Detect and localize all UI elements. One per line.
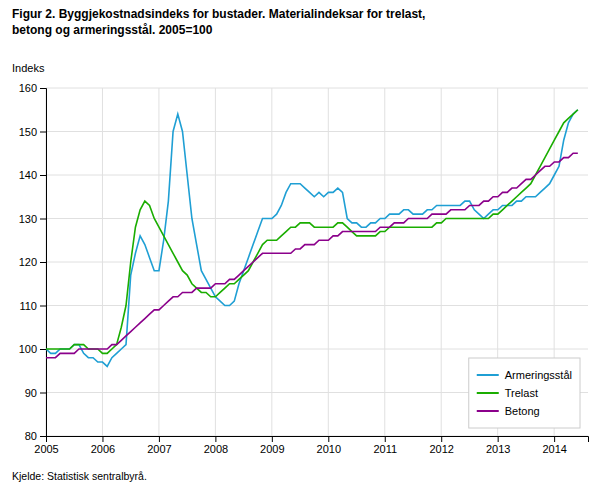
x-tick-mark [498,436,499,442]
y-tick: 110 [19,300,46,312]
y-tick: 150 [19,126,46,138]
x-grid-line [441,88,442,436]
subtitle: betong og armeringsstål. 2005=100 [12,23,213,37]
y-tick-mark [40,349,46,350]
y-grid-line [46,305,588,306]
legend-swatch [477,392,499,394]
y-grid-line [46,262,588,263]
x-tick-label: 2009 [260,443,284,455]
x-tick-label: 2010 [317,443,341,455]
y-tick: 80 [25,430,46,442]
x-tick-mark [272,436,273,442]
x-grid-line [384,88,385,436]
x-tick-label: 2014 [542,443,566,455]
x-tick: 2013 [486,436,510,455]
chart: Figur 2. Byggjekostnadsindeks for bustad… [0,0,610,488]
x-tick-label: 2005 [34,443,58,455]
legend-label: Armeringsstål [505,369,572,381]
y-tick: 160 [19,82,46,94]
x-tick: 2005 [34,436,58,455]
y-grid-line [46,88,588,89]
x-tick-label: 2007 [147,443,171,455]
y-tick-mark [40,132,46,133]
y-tick-label: 120 [19,256,37,268]
x-grid-line [328,88,329,436]
y-tick-label: 100 [19,343,37,355]
x-grid-line [102,88,103,436]
y-tick-label: 110 [19,300,37,312]
title: Figur 2. Byggjekostnadsindeks for bustad… [12,7,425,21]
y-tick-mark [40,393,46,394]
x-tick-label: 2011 [373,443,397,455]
x-axis: 2005 2006 2007 2008 2009 2010 2011 2012 2013 2014 [34,436,588,455]
x-tick-label: 2012 [429,443,453,455]
x-tick: 2012 [429,436,453,455]
series-line [46,110,578,354]
x-tick: 2014 [542,436,566,455]
x-tick-label: 2006 [91,443,115,455]
y-axis: 80 90 100 110 120 130 140 150 160 [19,82,47,442]
x-tick: 2009 [260,436,284,455]
x-tick: 2006 [91,436,115,455]
y-tick-mark [40,175,46,176]
y-grid-line [46,131,588,132]
legend-item: Armeringsstål [477,369,572,381]
x-tick: 2011 [373,436,397,455]
y-tick: 130 [19,213,46,225]
legend-item: Trelast [477,387,538,399]
x-tick-mark [441,436,442,442]
x-tick: 2010 [317,436,341,455]
x-tick-mark [328,436,329,442]
y-axis-title: Indeks [12,62,45,74]
series-line [46,153,578,357]
y-tick-label: 150 [19,126,37,138]
y-tick: 120 [19,256,46,268]
x-tick-mark [385,436,386,442]
legend-swatch [477,410,499,412]
y-tick-label: 140 [19,169,37,181]
x-grid-line [271,88,272,436]
y-tick: 100 [19,343,46,355]
legend-item: Betong [477,405,540,417]
y-tick-mark [40,306,46,307]
legend-label: Trelast [505,387,538,399]
legend-swatch [477,374,499,376]
lines [46,110,578,367]
legend-box [469,358,580,428]
source-note: Kjelde: Statistisk sentralbyrå. [12,470,147,482]
x-axis-line [47,437,589,443]
x-tick-label: 2008 [204,443,228,455]
legend: Armeringsstål Trelast Betong [469,358,580,428]
plot-area: 2005 2006 2007 2008 2009 2010 2011 2012 2013 2014… [19,82,589,455]
y-tick: 140 [19,169,46,181]
x-tick-mark [159,436,160,442]
series-line [46,110,578,367]
y-tick-mark [40,88,46,89]
x-tick: 2007 [147,436,171,455]
y-tick: 90 [25,387,46,399]
y-tick-mark [40,436,46,437]
y-tick-label: 160 [19,82,37,94]
y-tick-label: 80 [25,430,37,442]
x-tick-mark [554,436,555,442]
x-grid-line [215,88,216,436]
y-tick-label: 90 [25,387,37,399]
y-tick-label: 130 [19,213,37,225]
y-tick-mark [40,262,46,263]
grid [46,88,588,436]
x-tick-mark [215,436,216,442]
y-axis-line [40,89,47,437]
y-grid-line [46,349,588,350]
x-tick: 2008 [204,436,228,455]
x-tick-label: 2013 [486,443,510,455]
y-grid-line [46,175,588,176]
y-tick-mark [40,219,46,220]
y-grid-line [46,218,588,219]
x-grid-line [158,88,159,436]
legend-label: Betong [505,405,540,417]
x-tick-mark [102,436,103,442]
